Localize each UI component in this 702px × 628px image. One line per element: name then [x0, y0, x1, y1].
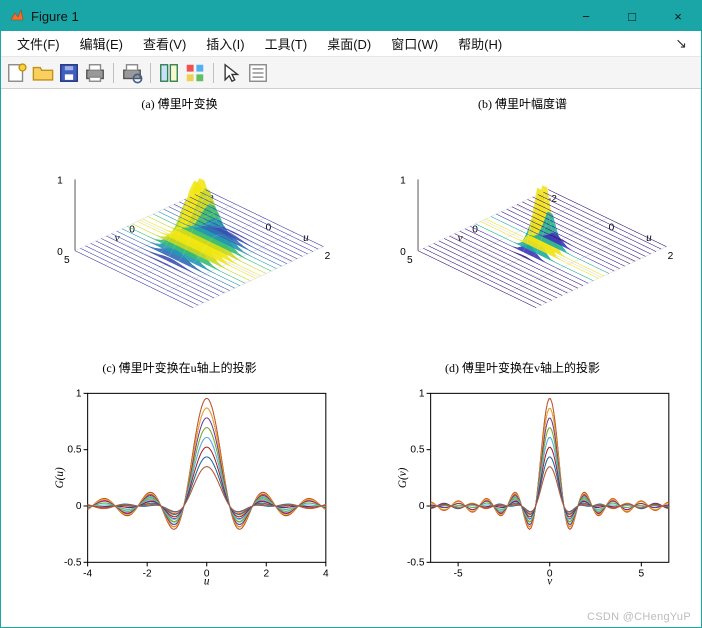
svg-text:u: u — [204, 576, 210, 588]
window-title: Figure 1 — [31, 9, 79, 24]
svg-text:0: 0 — [400, 247, 406, 258]
svg-text:0.5: 0.5 — [67, 445, 81, 456]
toolbar-separator — [213, 63, 214, 83]
titlebar[interactable]: Figure 1 − □ × — [1, 1, 701, 31]
toolbar-separator — [150, 63, 151, 83]
pointer-icon[interactable] — [220, 61, 244, 85]
svg-text:1: 1 — [419, 388, 425, 399]
svg-text:G(u): G(u) — [54, 467, 66, 488]
svg-text:0: 0 — [76, 501, 82, 512]
axes-3d-b[interactable]: 01G(u,v)50-5-202vu — [394, 115, 679, 331]
print-preview-icon[interactable] — [120, 61, 144, 85]
new-figure-icon[interactable] — [5, 61, 29, 85]
toolbar — [1, 57, 701, 89]
menu-file[interactable]: 文件(F) — [7, 31, 70, 56]
figure-window: Figure 1 − □ × 文件(F) 编辑(E) 查看(V) 插入(I) 工… — [0, 0, 702, 628]
axes-2d-c[interactable]: -4-2024-0.500.51uG(u) — [51, 379, 336, 595]
svg-text:2: 2 — [325, 251, 331, 262]
svg-text:0.5: 0.5 — [410, 445, 424, 456]
svg-text:v: v — [115, 232, 120, 244]
subplot-a-title: (a) 傅里叶变换 — [17, 95, 342, 112]
menu-window[interactable]: 窗口(W) — [381, 31, 448, 56]
svg-text:1: 1 — [76, 388, 82, 399]
menu-tools[interactable]: 工具(T) — [255, 31, 318, 56]
minimize-button[interactable]: − — [563, 1, 609, 31]
menu-edit[interactable]: 编辑(E) — [70, 31, 133, 56]
svg-text:1: 1 — [57, 176, 63, 187]
watermark-text: CSDN @CHengYuP — [587, 611, 691, 623]
svg-text:-4: -4 — [83, 569, 92, 580]
subplot-c-title: (c) 傅里叶变换在u轴上的投影 — [17, 359, 342, 376]
axes-2d-d[interactable]: -505-0.500.51vG(v) — [394, 379, 679, 595]
insert-colorbar-icon[interactable] — [183, 61, 207, 85]
svg-text:v: v — [458, 232, 463, 244]
svg-text:-0.5: -0.5 — [407, 557, 425, 568]
figure-canvas[interactable]: (a) 傅里叶变换 01G(u,v)50-5-202vu (b) 傅里叶幅度谱 … — [1, 89, 701, 627]
svg-text:2: 2 — [263, 569, 269, 580]
subplot-a: (a) 傅里叶变换 01G(u,v)50-5-202vu — [17, 97, 342, 349]
menu-bar: 文件(F) 编辑(E) 查看(V) 插入(I) 工具(T) 桌面(D) 窗口(W… — [1, 31, 701, 57]
menu-view[interactable]: 查看(V) — [133, 31, 196, 56]
svg-text:-5: -5 — [454, 569, 463, 580]
svg-text:1: 1 — [400, 176, 406, 187]
toolbar-separator — [113, 63, 114, 83]
subplot-b-title: (b) 傅里叶幅度谱 — [360, 95, 685, 112]
menu-insert[interactable]: 插入(I) — [196, 31, 254, 56]
subplot-d-title: (d) 傅里叶变换在v轴上的投影 — [360, 359, 685, 376]
matlab-logo-icon — [9, 8, 25, 24]
open-file-icon[interactable] — [31, 61, 55, 85]
link-icon[interactable] — [157, 61, 181, 85]
subplot-d: (d) 傅里叶变换在v轴上的投影 -505-0.500.51vG(v) — [360, 361, 685, 613]
axes-3d-a[interactable]: 01G(u,v)50-5-202vu — [51, 115, 336, 331]
svg-text:G(v): G(v) — [397, 467, 409, 488]
svg-text:4: 4 — [323, 569, 329, 580]
maximize-button[interactable]: □ — [609, 1, 655, 31]
save-icon[interactable] — [57, 61, 81, 85]
menu-desktop[interactable]: 桌面(D) — [317, 31, 381, 56]
svg-text:0: 0 — [419, 501, 425, 512]
svg-text:5: 5 — [407, 255, 413, 266]
print-icon[interactable] — [83, 61, 107, 85]
close-button[interactable]: × — [655, 1, 701, 31]
svg-text:-0.5: -0.5 — [64, 557, 82, 568]
svg-text:5: 5 — [639, 569, 645, 580]
svg-text:2: 2 — [668, 251, 674, 262]
data-cursor-icon[interactable] — [246, 61, 270, 85]
menu-help[interactable]: 帮助(H) — [448, 31, 512, 56]
svg-text:-2: -2 — [143, 569, 152, 580]
svg-text:5: 5 — [64, 255, 70, 266]
dock-arrow-icon[interactable]: ↘ — [667, 35, 695, 52]
subplot-c: (c) 傅里叶变换在u轴上的投影 -4-2024-0.500.51uG(u) — [17, 361, 342, 613]
subplot-b: (b) 傅里叶幅度谱 01G(u,v)50-5-202vu — [360, 97, 685, 349]
svg-text:v: v — [547, 576, 552, 588]
svg-text:0: 0 — [57, 247, 63, 258]
